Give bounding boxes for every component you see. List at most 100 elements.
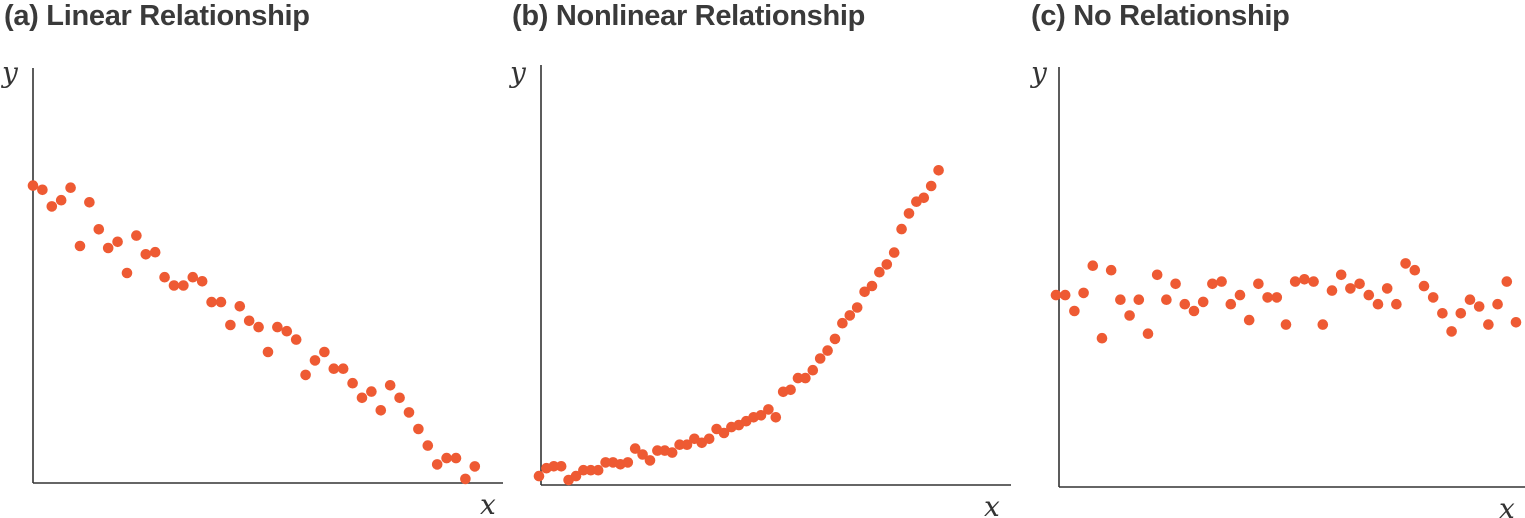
chart-title: (a) Linear Relationship bbox=[4, 0, 310, 32]
data-point bbox=[1299, 274, 1310, 285]
data-point bbox=[253, 321, 264, 333]
data-point bbox=[1225, 298, 1237, 310]
data-point bbox=[1188, 305, 1200, 317]
data-point bbox=[431, 459, 443, 470]
data-point bbox=[844, 310, 856, 321]
data-point bbox=[159, 271, 170, 283]
data-point bbox=[637, 449, 648, 460]
data-point bbox=[366, 386, 377, 397]
data-point bbox=[859, 286, 870, 298]
data-point bbox=[93, 224, 105, 235]
data-point bbox=[933, 165, 944, 176]
data-point bbox=[814, 353, 826, 364]
data-point bbox=[600, 457, 611, 468]
y-axis-label: y bbox=[508, 56, 527, 89]
data-point bbox=[196, 276, 208, 287]
data-point bbox=[1161, 294, 1172, 306]
data-point bbox=[1510, 317, 1522, 328]
data-point bbox=[1326, 285, 1338, 296]
data-point bbox=[1096, 332, 1108, 344]
data-point bbox=[121, 267, 133, 279]
data-point bbox=[1354, 278, 1365, 290]
scatter-plot-no-relationship: yx bbox=[1029, 56, 1525, 518]
data-point bbox=[755, 410, 767, 421]
data-point bbox=[800, 372, 811, 384]
data-point bbox=[309, 355, 321, 366]
data-point bbox=[319, 346, 330, 358]
data-point bbox=[460, 473, 471, 485]
data-point bbox=[903, 208, 915, 219]
scatter-plot-linear: yx bbox=[0, 56, 503, 518]
data-point bbox=[1391, 298, 1402, 310]
data-point bbox=[918, 192, 930, 204]
data-point bbox=[1059, 289, 1071, 301]
data-point bbox=[666, 447, 678, 458]
data-point bbox=[881, 259, 893, 270]
data-point bbox=[1317, 319, 1329, 330]
data-point bbox=[356, 392, 368, 404]
data-point bbox=[1381, 283, 1393, 294]
data-point bbox=[1400, 258, 1411, 269]
data-point bbox=[1483, 319, 1494, 330]
data-point bbox=[644, 455, 656, 466]
data-point bbox=[1050, 289, 1062, 301]
data-point bbox=[1243, 314, 1255, 326]
x-axis-label: x bbox=[1499, 492, 1515, 518]
data-point bbox=[570, 470, 582, 482]
data-point bbox=[1078, 287, 1089, 299]
data-point bbox=[1345, 283, 1356, 294]
y-axis-label: y bbox=[1029, 56, 1048, 89]
data-point bbox=[403, 407, 415, 418]
scatter-plot-nonlinear: yx bbox=[508, 56, 1011, 518]
data-point bbox=[592, 464, 604, 476]
data-point bbox=[112, 236, 123, 248]
data-point bbox=[55, 194, 67, 206]
data-point bbox=[84, 197, 95, 208]
data-point bbox=[674, 439, 685, 451]
x-axis-label: x bbox=[984, 490, 1000, 518]
data-point bbox=[243, 315, 255, 327]
data-point bbox=[874, 266, 885, 278]
data-point bbox=[1142, 328, 1154, 340]
data-point bbox=[629, 443, 641, 454]
data-point bbox=[1170, 278, 1181, 290]
data-point bbox=[1372, 298, 1384, 310]
data-point bbox=[290, 334, 302, 345]
data-point bbox=[1105, 264, 1117, 276]
data-point bbox=[718, 427, 730, 439]
data-point bbox=[131, 230, 142, 241]
data-point bbox=[234, 301, 246, 312]
data-point bbox=[469, 461, 481, 472]
data-point bbox=[37, 184, 48, 196]
data-point bbox=[225, 319, 236, 331]
data-point bbox=[866, 280, 878, 292]
data-point bbox=[1335, 269, 1347, 281]
data-point bbox=[384, 380, 396, 391]
data-point bbox=[822, 345, 833, 356]
data-point bbox=[46, 201, 58, 212]
data-point bbox=[337, 363, 349, 375]
data-point bbox=[149, 246, 161, 258]
data-point bbox=[1115, 294, 1126, 306]
data-point bbox=[413, 423, 424, 435]
data-point bbox=[328, 363, 340, 375]
data-point bbox=[347, 377, 358, 389]
data-point bbox=[1124, 310, 1135, 321]
data-point bbox=[375, 405, 387, 416]
data-point bbox=[102, 242, 114, 254]
data-point bbox=[807, 364, 819, 376]
data-point bbox=[1455, 308, 1467, 319]
data-point bbox=[450, 452, 462, 464]
data-point bbox=[27, 180, 39, 191]
data-point bbox=[578, 464, 589, 476]
data-point bbox=[1363, 289, 1375, 301]
data-point bbox=[394, 392, 405, 404]
data-point bbox=[1133, 294, 1145, 306]
data-point bbox=[1473, 301, 1485, 312]
data-point bbox=[1446, 326, 1457, 337]
data-point bbox=[1197, 296, 1209, 308]
data-point bbox=[1437, 308, 1448, 319]
data-point bbox=[1234, 289, 1246, 301]
